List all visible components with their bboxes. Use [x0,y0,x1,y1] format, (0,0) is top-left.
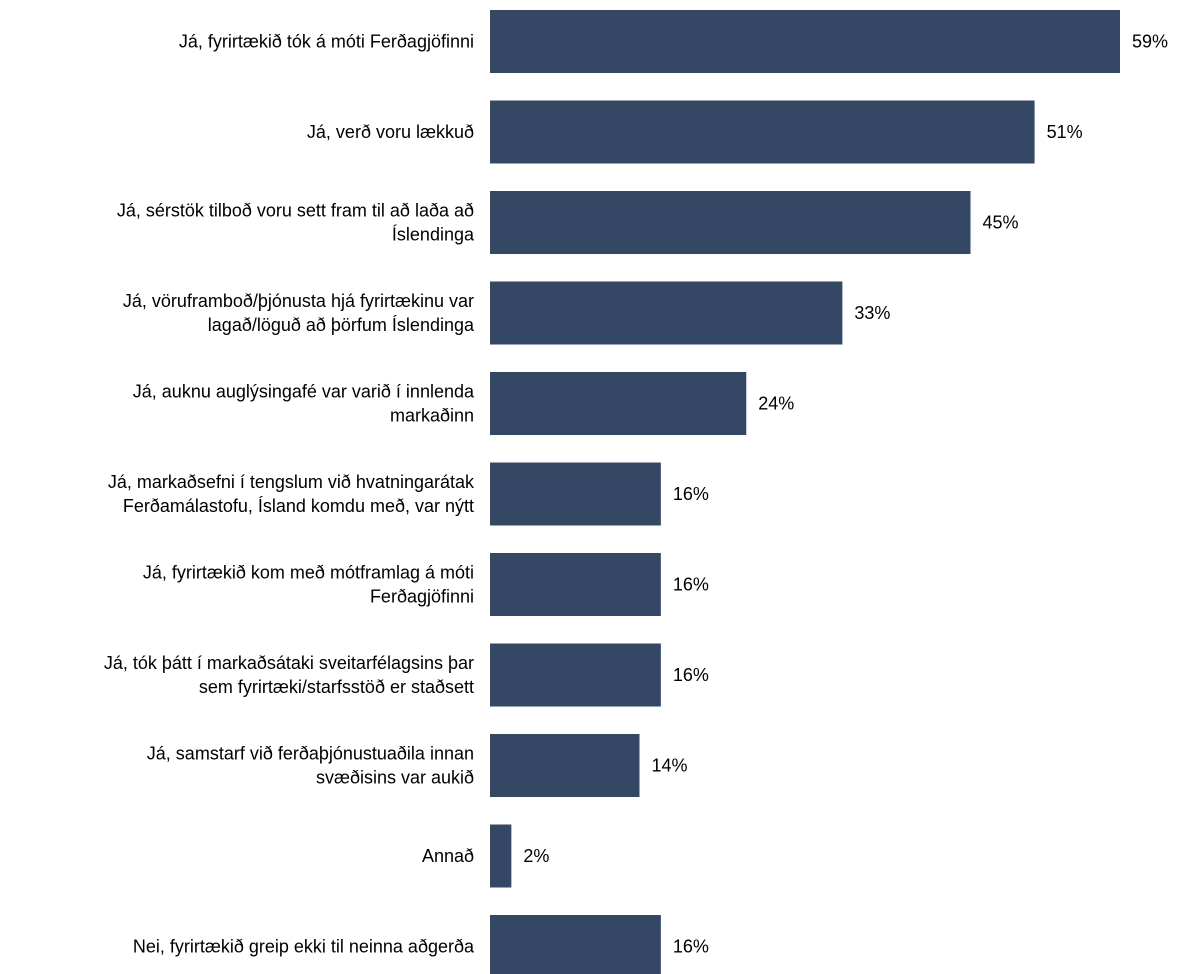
bar-1 [490,10,1120,73]
category-label-line: Já, vöruframboð/þjónusta hjá fyrirtækinu… [123,291,474,311]
bar-6 [490,462,661,526]
value-label-9: 14% [651,756,687,776]
category-label-4: Já, vöruframboð/þjónusta hjá fyrirtækinu… [123,291,475,335]
value-label-3: 45% [983,213,1019,233]
category-label-line: Já, markaðsefni í tengslum við hvatninga… [108,472,475,492]
bar-5 [490,372,747,435]
value-label-6: 16% [673,484,709,504]
category-label-line: svæðisins var aukið [316,768,474,788]
category-label-8: Já, tók þátt í markaðsátaki sveitarfélag… [104,653,474,697]
category-label-5: Já, auknu auglýsingafé var varið í innle… [133,382,475,426]
value-label-11: 16% [673,937,709,957]
value-label-10: 2% [523,846,549,866]
bar-10 [490,824,512,888]
bar-7 [490,553,661,616]
category-label-line: Íslendinga [392,225,475,245]
category-label-line: lagað/löguð að þörfum Íslendinga [208,315,475,335]
category-label-line: Annað [422,846,474,866]
value-label-8: 16% [673,665,709,685]
category-label-3: Já, sérstök tilboð voru sett fram til að… [117,201,475,245]
category-labels: Já, fyrirtækið tók á móti Ferðagjöfinni J… [104,32,475,957]
bar-3 [490,191,971,254]
bars-layer [490,10,1120,974]
category-label-line: Já, fyrirtækið tók á móti Ferðagjöfinni [179,32,474,52]
category-label-9: Já, samstarf við ferðaþjónustuaðila inna… [147,744,474,788]
category-label-line: Já, sérstök tilboð voru sett fram til að… [117,201,474,221]
category-label-line: sem fyrirtæki/starfsstöð er staðsett [199,677,474,697]
bar-11 [490,915,661,974]
value-label-5: 24% [758,394,794,414]
category-label-11: Nei, fyrirtækið greip ekki til neinna að… [133,937,475,957]
category-label-line: Nei, fyrirtækið greip ekki til neinna að… [133,937,475,957]
value-label-4: 33% [854,303,890,323]
value-label-2: 51% [1047,122,1083,142]
bar-8 [490,643,661,707]
value-label-1: 59% [1132,32,1168,52]
bar-2 [490,100,1035,164]
category-label-1: Já, fyrirtækið tók á móti Ferðagjöfinni [179,32,474,52]
category-label-line: Já, samstarf við ferðaþjónustuaðila inna… [147,744,474,764]
category-label-2: Já, verð voru lækkuð [307,122,474,142]
category-label-line: Ferðamálastofu, Ísland komdu með, var ný… [123,496,474,516]
category-label-line: Ferðagjöfinni [370,587,474,607]
category-label-line: markaðinn [390,406,474,426]
category-label-line: Já, fyrirtækið kom með mótframlag á móti [143,563,474,583]
category-label-line: Já, auknu auglýsingafé var varið í innle… [133,382,475,402]
category-label-7: Já, fyrirtækið kom með mótframlag á móti… [143,563,474,607]
value-label-7: 16% [673,575,709,595]
bar-4 [490,281,843,345]
category-label-6: Já, markaðsefni í tengslum við hvatninga… [108,472,475,516]
value-labels: 59% 51% 45% 33% 24% 16% 16% 16% 14% 2% 16% [523,32,1168,957]
category-label-line: Já, verð voru lækkuð [307,122,474,142]
bar-9 [490,734,640,797]
category-label-10: Annað [422,846,474,866]
category-label-line: Já, tók þátt í markaðsátaki sveitarfélag… [104,653,474,673]
